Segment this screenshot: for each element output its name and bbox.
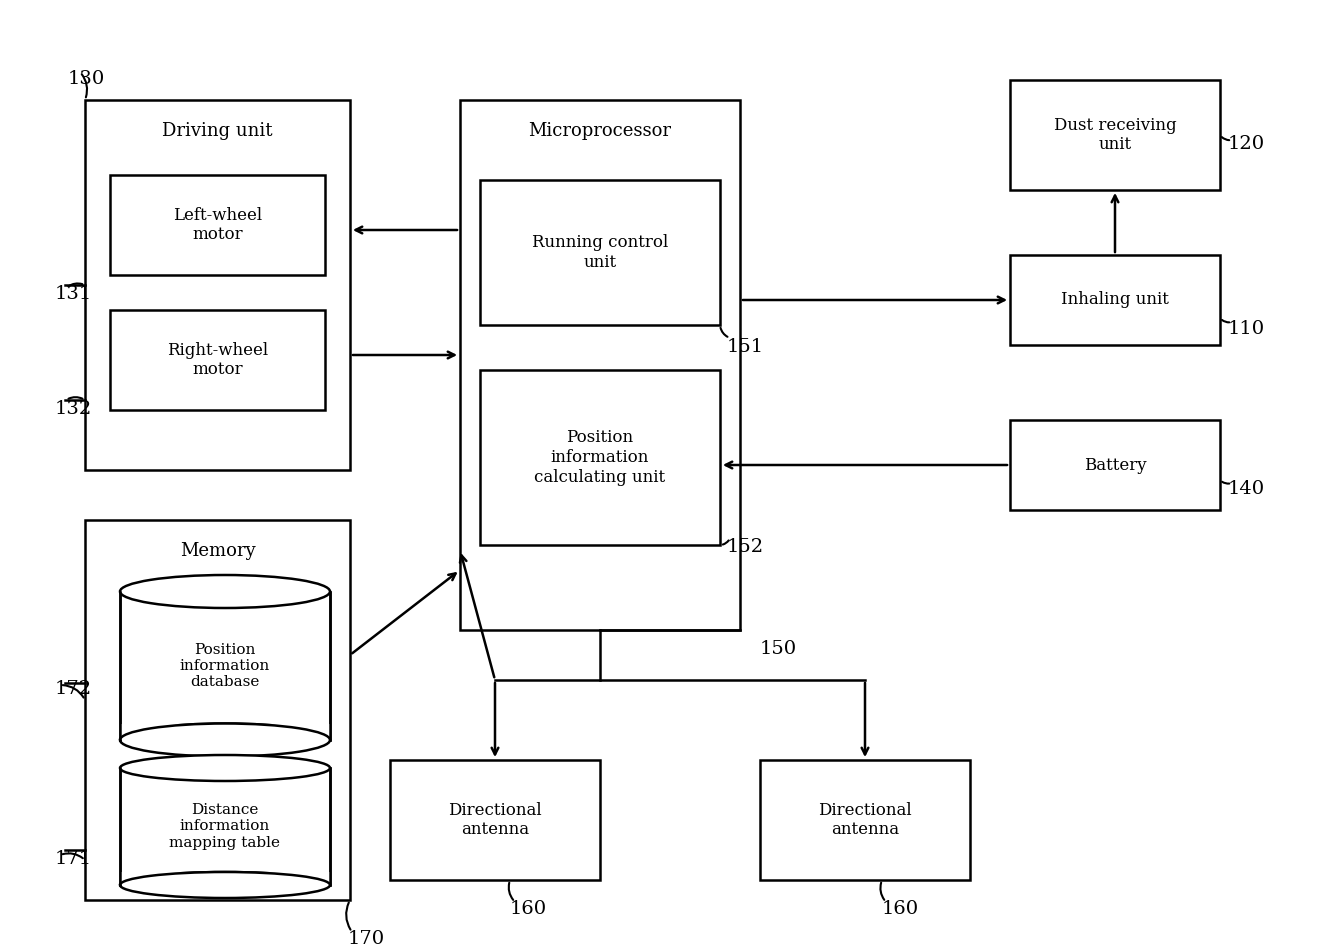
Text: 131: 131: [55, 285, 93, 303]
Bar: [1010, 255, 1220, 345]
Text: Running control
unit: Running control unit: [532, 234, 668, 271]
Ellipse shape: [119, 755, 330, 781]
Text: 152: 152: [727, 538, 764, 556]
Text: Microprocessor: Microprocessor: [528, 122, 672, 140]
Text: Driving unit: Driving unit: [162, 122, 272, 140]
Text: 110: 110: [1228, 320, 1265, 338]
Bar: [119, 724, 330, 740]
Text: 172: 172: [55, 680, 93, 698]
Text: 160: 160: [882, 900, 919, 918]
Text: Dust receiving
unit: Dust receiving unit: [1054, 117, 1176, 153]
Ellipse shape: [119, 872, 330, 898]
Bar: [84, 520, 350, 900]
Text: 160: 160: [510, 900, 547, 918]
Text: 170: 170: [349, 930, 385, 948]
Bar: [760, 760, 970, 880]
Text: 130: 130: [68, 70, 105, 88]
Text: Directional
antenna: Directional antenna: [448, 802, 542, 838]
Bar: [110, 175, 325, 275]
Text: Inhaling unit: Inhaling unit: [1061, 292, 1169, 308]
Text: Distance
information
mapping table: Distance information mapping table: [169, 804, 280, 849]
Text: 120: 120: [1228, 135, 1265, 153]
Bar: [1010, 80, 1220, 190]
Text: 171: 171: [55, 850, 93, 868]
Ellipse shape: [119, 724, 330, 756]
Bar: [460, 100, 740, 630]
Text: Right-wheel
motor: Right-wheel motor: [166, 341, 268, 378]
Text: Position
information
database: Position information database: [180, 643, 270, 689]
Bar: [110, 310, 325, 410]
Text: 132: 132: [55, 400, 93, 418]
Bar: [119, 768, 330, 872]
Bar: [119, 872, 330, 885]
Text: 140: 140: [1228, 480, 1265, 498]
Text: Memory: Memory: [180, 542, 255, 560]
Text: Position
information
calculating unit: Position information calculating unit: [535, 430, 665, 486]
Ellipse shape: [119, 575, 330, 608]
Bar: [1010, 420, 1220, 510]
Text: 150: 150: [760, 640, 797, 658]
Text: Battery: Battery: [1084, 456, 1147, 474]
Bar: [480, 180, 720, 325]
Bar: [119, 592, 330, 724]
Text: Left-wheel
motor: Left-wheel motor: [173, 206, 261, 243]
Text: Directional
antenna: Directional antenna: [818, 802, 912, 838]
Bar: [84, 100, 350, 470]
Bar: [480, 370, 720, 545]
Bar: [390, 760, 599, 880]
Text: 151: 151: [727, 338, 764, 356]
